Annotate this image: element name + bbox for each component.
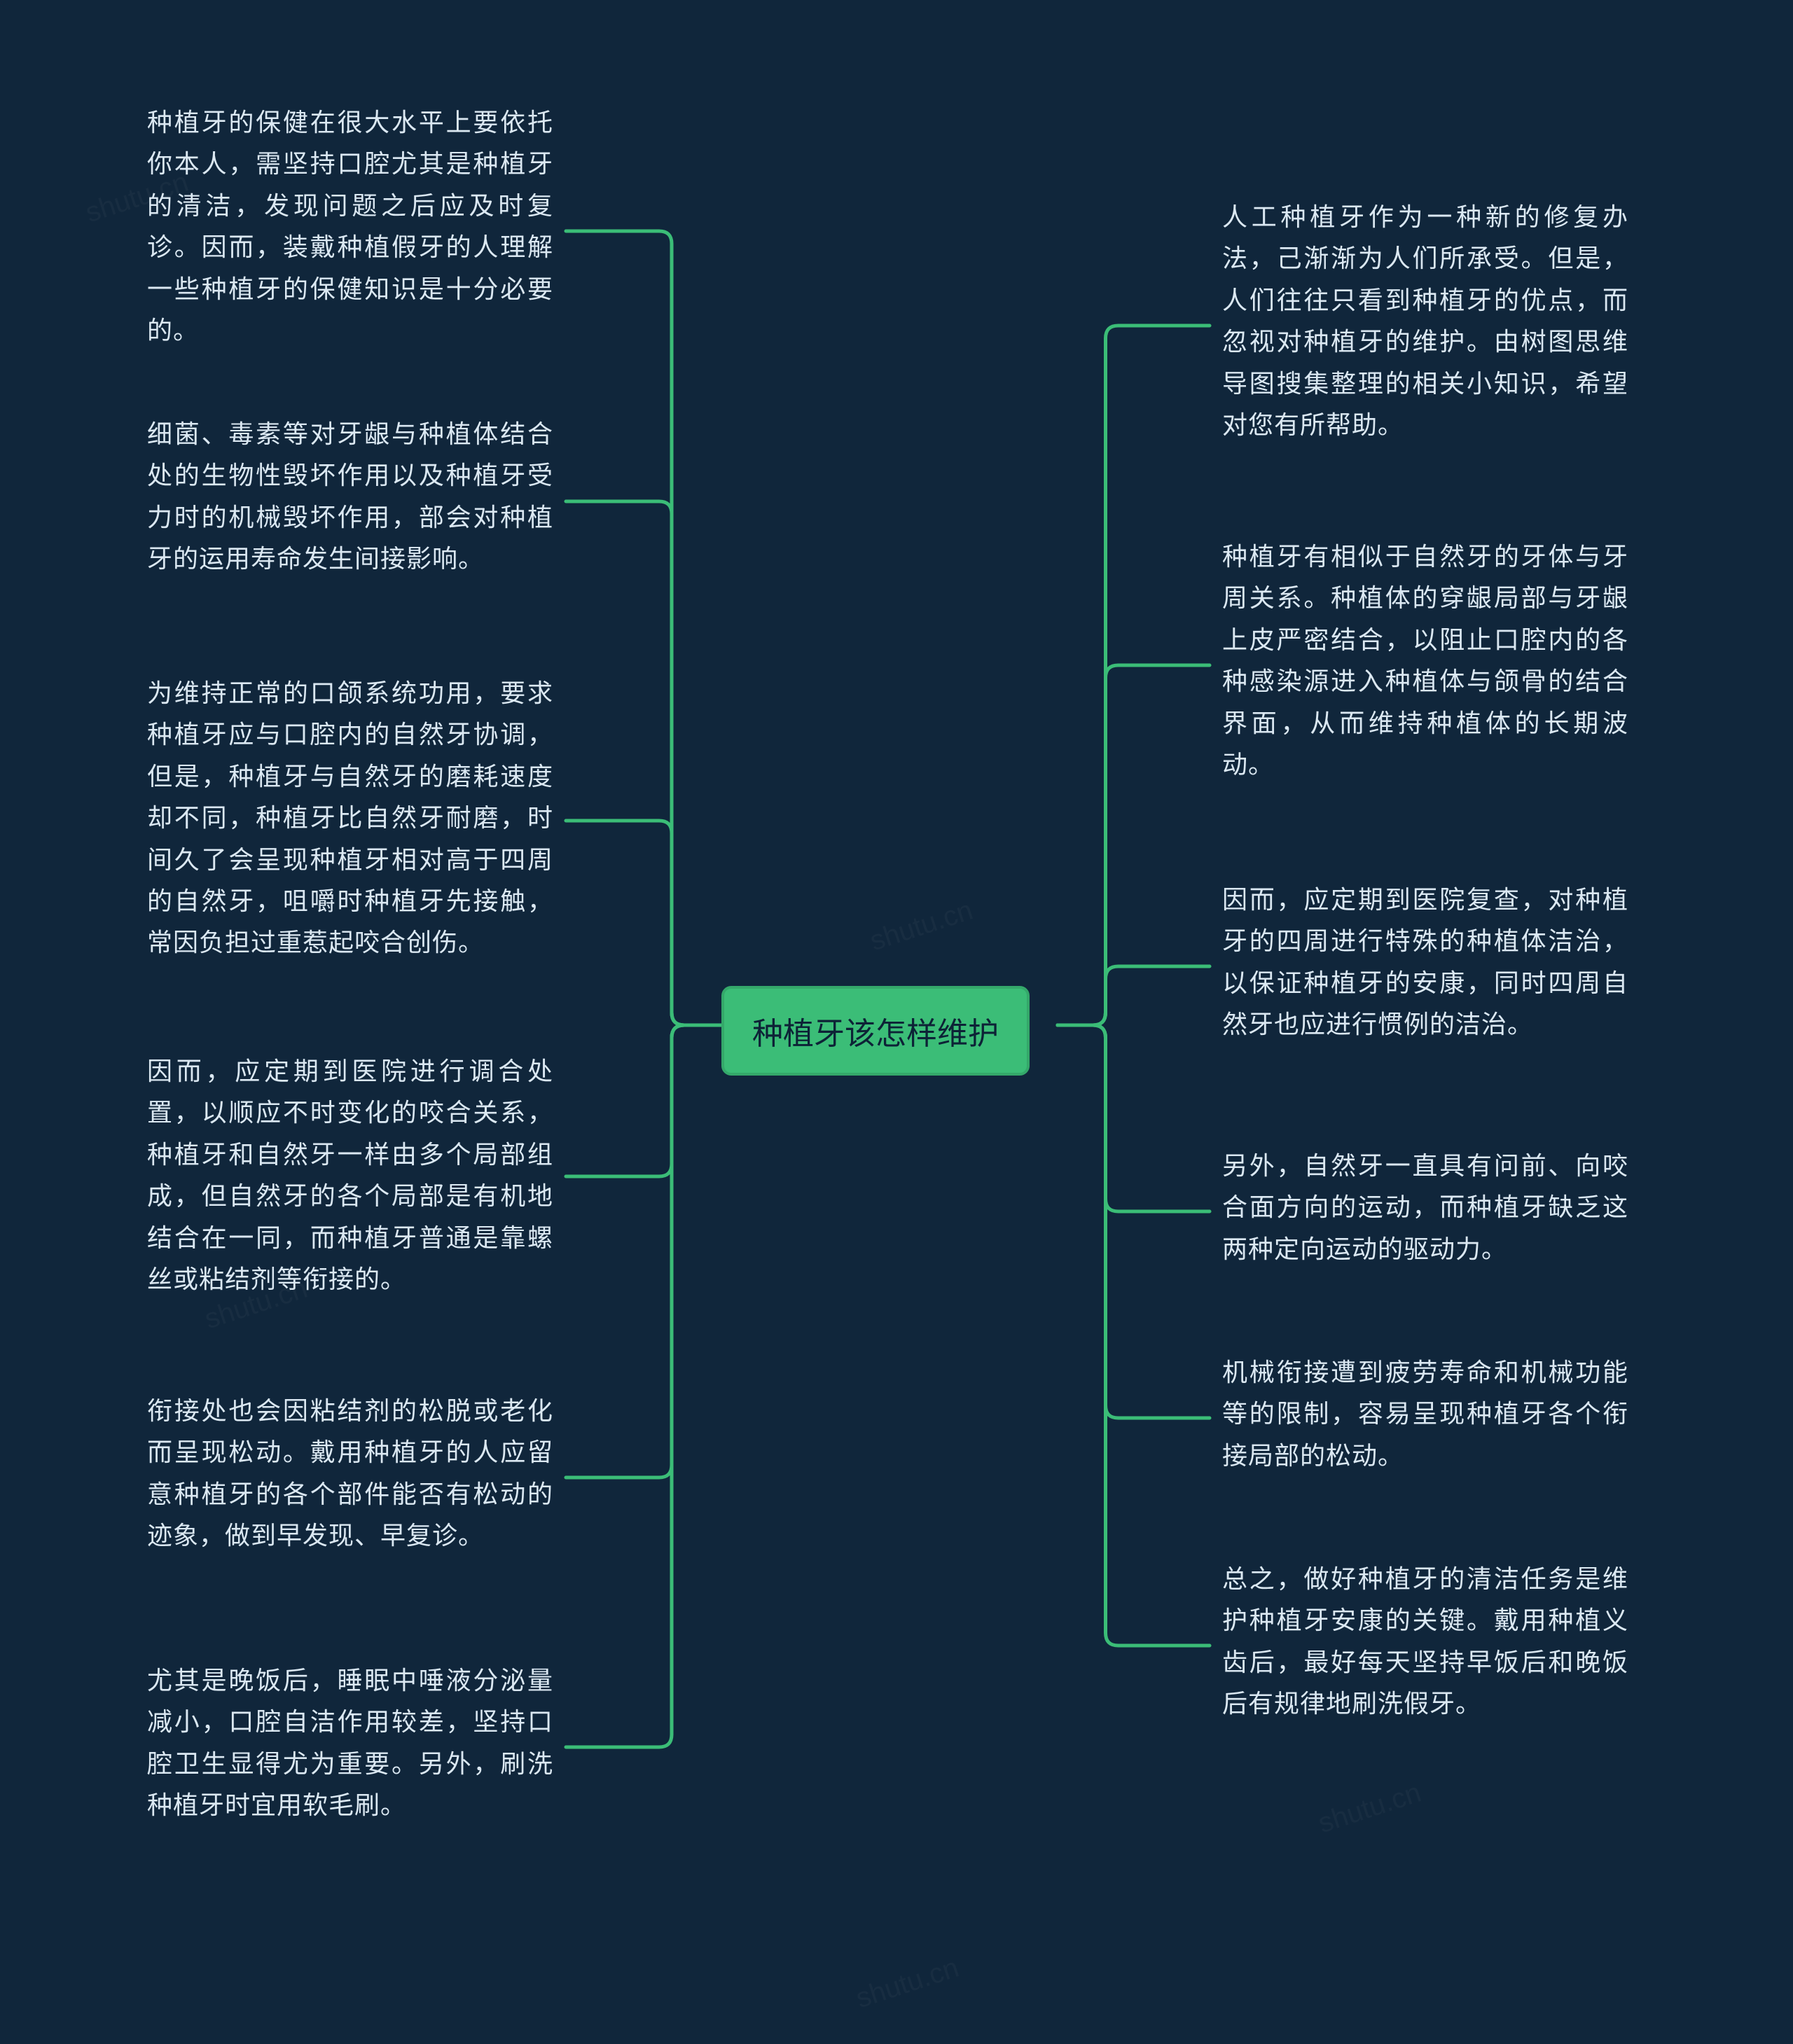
left-leaf-3: 因而，应定期到医院进行调合处置，以顺应不时变化的咬合关系，种植牙和自然牙一样由多… (147, 1050, 553, 1300)
connector-path (566, 821, 721, 1025)
connector-path (1058, 326, 1210, 1025)
connector-path (1058, 1025, 1210, 1211)
watermark-4: shutu.cn (852, 1952, 963, 2015)
connector-path (566, 1025, 721, 1747)
right-leaf-4: 机械衔接遭到疲劳寿命和机械功能等的限制，容易呈现种植牙各个衔接局部的松动。 (1222, 1351, 1628, 1476)
left-leaf-5: 尤其是晚饭后，睡眠中唾液分泌量减小，口腔自洁作用较差，坚持口腔卫生显得尤为重要。… (147, 1660, 553, 1826)
right-leaf-1: 种植牙有相似于自然牙的牙体与牙周关系。种植体的穿龈局部与牙龈上皮严密结合，以阻止… (1222, 536, 1628, 785)
right-leaf-0: 人工种植牙作为一种新的修复办法，己渐渐为人们所承受。但是，人们往往只看到种植牙的… (1222, 196, 1628, 445)
left-leaf-2: 为维持正常的口颌系统功用，要求种植牙应与口腔内的自然牙协调，但是，种植牙与自然牙… (147, 672, 553, 964)
left-leaf-1: 细菌、毒素等对牙龈与种植体结合处的生物性毁坏作用以及种植牙受力时的机械毁坏作用，… (147, 413, 553, 580)
connector-path (566, 231, 721, 1025)
right-leaf-3: 另外，自然牙一直具有问前、向咬合面方向的运动，而种植牙缺乏这两种定向运动的驱动力… (1222, 1145, 1628, 1270)
left-leaf-0: 种植牙的保健在很大水平上要依托你本人，需坚持口腔尤其是种植牙的清洁，发现问题之后… (147, 102, 553, 351)
right-leaf-5: 总之，做好种植牙的清洁任务是维护种植牙安康的关键。戴用种植义齿后，最好每天坚持早… (1222, 1558, 1628, 1725)
connector-path (1058, 1025, 1210, 1418)
center-node: 种植牙该怎样维护 (721, 986, 1030, 1076)
connector-path (566, 501, 721, 1025)
connector-path (566, 1025, 721, 1176)
left-leaf-4: 衔接处也会因粘结剂的松脱或老化而呈现松动。戴用种植牙的人应留意种植牙的各个部件能… (147, 1390, 553, 1557)
center-label: 种植牙该怎样维护 (752, 1017, 999, 1051)
connector-path (1058, 665, 1210, 1025)
connector-path (1058, 1025, 1210, 1646)
watermark-1: shutu.cn (866, 895, 977, 958)
watermark-3: shutu.cn (1315, 1777, 1425, 1840)
connector-path (566, 1025, 721, 1478)
right-leaf-2: 因而，应定期到医院复查，对种植牙的四周进行特殊的种植体洁治，以保证种植牙的安康，… (1222, 879, 1628, 1045)
connector-path (1058, 966, 1210, 1025)
